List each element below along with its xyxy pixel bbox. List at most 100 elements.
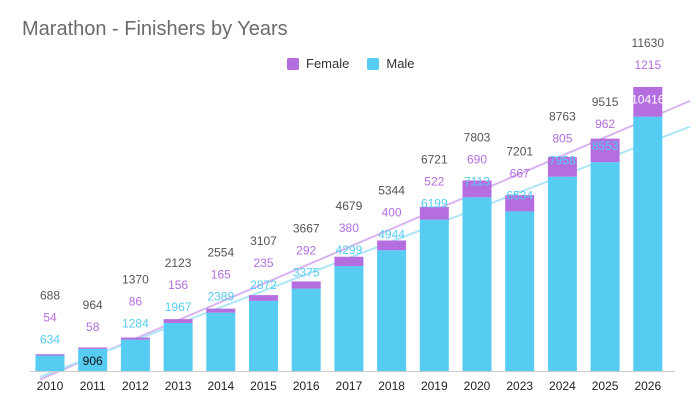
data-label-male: 8553 <box>592 139 619 153</box>
data-label-female: 165 <box>211 268 231 282</box>
data-label-total: 9515 <box>592 95 619 109</box>
bar-male <box>35 355 65 371</box>
bar-male <box>120 339 150 371</box>
x-tick-label: 2010 <box>37 379 64 393</box>
x-tick-label: 2023 <box>506 379 533 393</box>
data-label-female: 400 <box>382 205 402 219</box>
data-label-male: 7113 <box>464 174 490 188</box>
trendline-male <box>39 125 691 378</box>
x-tick-label: 2014 <box>207 379 234 393</box>
bar-female <box>120 337 150 340</box>
data-label-total: 3107 <box>250 234 277 248</box>
bar-male <box>206 312 236 371</box>
data-label-female: 235 <box>253 256 273 270</box>
data-label-male: 2872 <box>250 278 277 292</box>
bar-female <box>291 281 321 289</box>
bar-female <box>462 180 492 198</box>
x-tick-label: 2019 <box>421 379 448 393</box>
x-tick-label: 2012 <box>122 379 149 393</box>
bar-male <box>633 116 663 371</box>
data-label-male: 1284 <box>122 317 149 331</box>
data-label-male: 906 <box>83 354 103 368</box>
x-tick-label: 2015 <box>250 379 277 393</box>
data-label-female: 54 <box>43 311 57 325</box>
data-label-male: 2389 <box>207 290 234 304</box>
bar-female <box>547 157 577 177</box>
legend-label-female: Female <box>306 56 350 71</box>
data-label-female: 962 <box>595 117 615 131</box>
bar-female <box>633 86 663 117</box>
bar-male <box>590 162 620 371</box>
bar-male <box>163 322 193 371</box>
x-tick-label: 2025 <box>592 379 619 393</box>
bar-male <box>547 176 577 371</box>
legend-swatch-male <box>367 57 380 70</box>
data-label-female: 522 <box>424 175 444 189</box>
data-label-total: 11630 <box>632 36 665 50</box>
data-label-total: 6721 <box>421 153 448 167</box>
bar-male <box>419 219 449 371</box>
data-label-total: 2123 <box>165 256 192 270</box>
data-label-total: 4679 <box>336 199 363 213</box>
bar-female <box>206 308 236 313</box>
legend-item-male: Male <box>367 56 415 71</box>
bar-female <box>419 206 449 220</box>
data-label-female: 690 <box>467 152 487 166</box>
data-label-female: 1215 <box>634 58 661 72</box>
data-label-female: 156 <box>168 278 188 292</box>
x-tick-label: 2024 <box>549 379 576 393</box>
x-tick-label: 2020 <box>464 379 491 393</box>
chart-legend: Female Male <box>287 56 415 71</box>
data-label-female: 667 <box>510 166 530 180</box>
data-label-male: 4944 <box>378 227 405 241</box>
bar-female <box>163 319 193 323</box>
x-tick-label: 2011 <box>80 379 106 393</box>
legend-item-female: Female <box>287 56 349 71</box>
bar-male <box>462 197 492 371</box>
data-label-total: 964 <box>83 298 103 312</box>
x-tick-label: 2018 <box>378 379 405 393</box>
data-label-total: 8763 <box>549 110 576 124</box>
bar-female <box>334 256 364 267</box>
data-label-total: 5344 <box>378 183 405 197</box>
data-label-total: 7803 <box>464 130 491 144</box>
data-label-male: 10416 <box>631 93 665 107</box>
data-label-total: 3667 <box>293 222 320 236</box>
data-label-male: 6534 <box>506 188 533 202</box>
x-tick-label: 2013 <box>165 379 192 393</box>
data-label-male: 4299 <box>336 243 363 257</box>
data-label-female: 58 <box>86 320 100 334</box>
data-label-total: 7201 <box>506 144 533 158</box>
data-label-male: 634 <box>40 333 60 347</box>
x-tick-label: 2026 <box>634 379 661 393</box>
data-label-female: 86 <box>129 295 143 309</box>
data-label-male: 1967 <box>165 300 192 314</box>
data-label-total: 2554 <box>207 246 234 260</box>
trendline-female <box>39 99 691 381</box>
x-tick-label: 2016 <box>293 379 320 393</box>
data-label-female: 292 <box>296 244 316 258</box>
bar-female <box>377 240 407 251</box>
data-label-male: 7958 <box>549 154 576 168</box>
data-label-total: 688 <box>40 289 60 303</box>
data-label-female: 805 <box>552 132 572 146</box>
data-label-male: 6199 <box>421 197 448 211</box>
bar-female <box>505 195 535 212</box>
legend-swatch-female <box>287 57 299 70</box>
x-tick-label: 2017 <box>336 379 363 393</box>
bar-female <box>590 138 620 163</box>
data-label-female: 380 <box>339 221 359 235</box>
bar-female <box>35 354 65 356</box>
bar-male <box>78 348 108 371</box>
bar-male <box>334 266 364 371</box>
data-label-male: 3375 <box>293 266 320 280</box>
bar-male <box>249 300 278 371</box>
bar-female <box>249 295 278 301</box>
chart-title: Marathon - Finishers by Years <box>22 18 288 40</box>
bar-male <box>291 288 321 371</box>
bar-male <box>377 250 407 371</box>
legend-label-male: Male <box>386 56 415 71</box>
data-label-total: 1370 <box>122 273 149 287</box>
